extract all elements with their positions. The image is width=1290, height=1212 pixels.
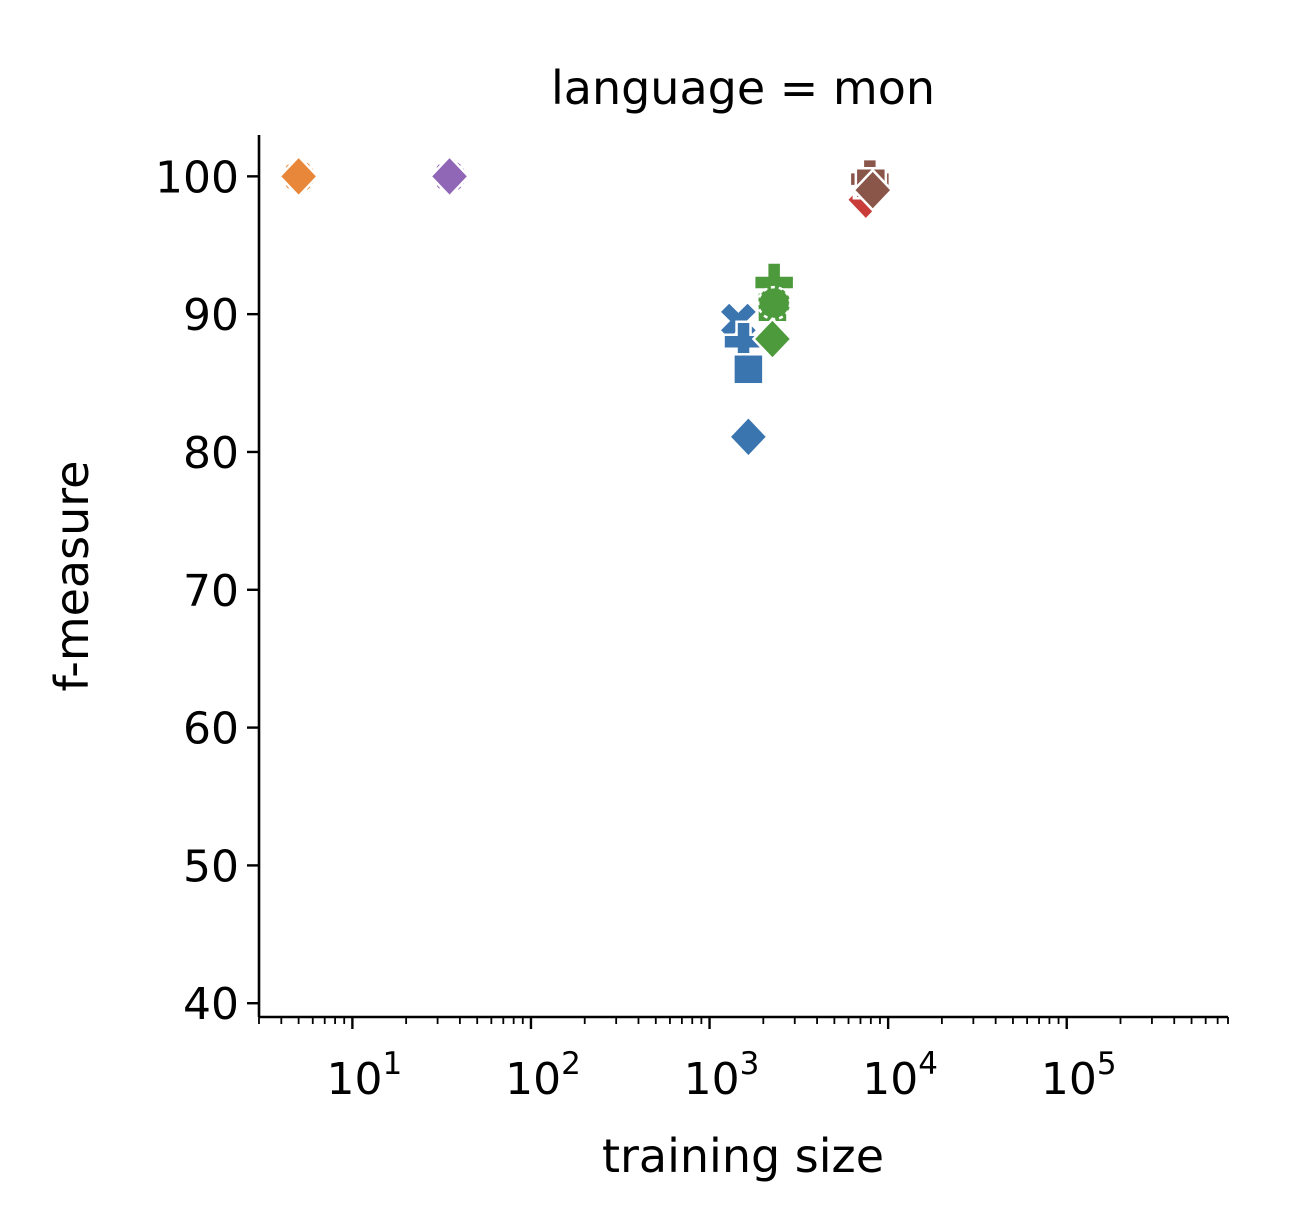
- point-circle: [756, 285, 792, 321]
- y-axis-label: f-measure: [45, 461, 99, 692]
- point-diamond: [277, 154, 320, 199]
- y-tick-label: 60: [183, 704, 239, 755]
- y-tick-label: 90: [183, 290, 239, 341]
- point-square: [732, 353, 765, 386]
- x-axis-label: training size: [602, 1129, 884, 1183]
- y-tick-label: 50: [183, 841, 239, 892]
- x-tick-label: 105: [1041, 1046, 1117, 1105]
- x-tick-label: 104: [862, 1046, 938, 1105]
- y-tick-label: 80: [183, 428, 239, 479]
- x-tick-label: 102: [505, 1046, 581, 1105]
- y-tick-label: 100: [155, 152, 239, 203]
- y-tick-label: 40: [183, 979, 239, 1030]
- point-diamond: [428, 154, 471, 199]
- data-points: [277, 154, 894, 459]
- x-tick-label: 103: [684, 1046, 760, 1105]
- x-ticks: 101 102 103 104 105: [258, 1017, 1229, 1105]
- y-tick-label: 70: [183, 566, 239, 617]
- point-diamond: [852, 168, 894, 212]
- x-tick-label: 101: [327, 1046, 403, 1105]
- y-ticks: 40 50 60 70 80 90 100: [155, 152, 259, 1030]
- point-diamond: [751, 317, 794, 361]
- chart-title: language = mon: [551, 61, 935, 115]
- point-diamond: [727, 414, 770, 459]
